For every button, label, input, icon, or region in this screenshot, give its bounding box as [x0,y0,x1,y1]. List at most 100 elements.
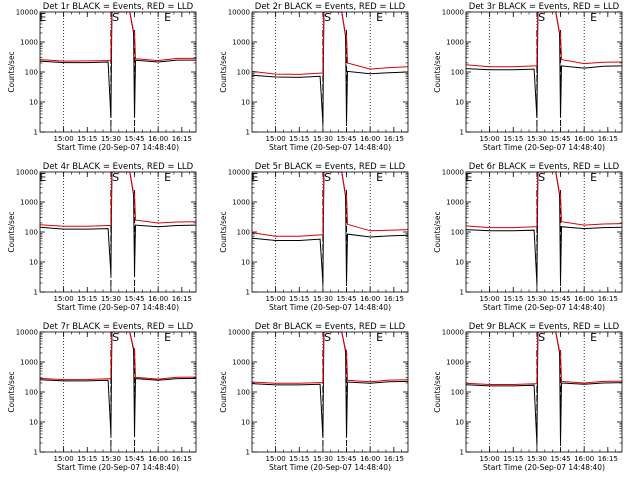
marker-label: E [164,331,171,344]
marker-label: E [164,11,171,24]
x-tick-label: 15:15 [503,455,523,463]
y-tick-label: 10 [29,259,38,267]
y-tick-label: 10 [29,99,38,107]
panel-title: Det 5r BLACK = Events, RED = LLD [255,162,406,172]
marker-label: E [164,171,171,184]
y-tick-label: 10 [455,99,464,107]
y-axis-label: Counts/sec [219,51,228,92]
x-axis-label: Start Time (20-Sep-07 14:48:40) [57,143,179,152]
y-axis-label: Counts/sec [433,371,442,412]
y-tick-label: 1 [246,129,250,137]
y-tick-label: 100 [451,389,464,397]
y-tick-label: 1 [34,289,38,297]
marker-label: S [538,331,545,344]
marker-label: E [251,171,258,184]
panel-det-6: Det 6r BLACK = Events, RED = LLD 1 10 100 10… [433,162,623,312]
y-tick-label: 100 [25,389,38,397]
marker-label: E [465,171,472,184]
x-tick-label: 15:30 [101,295,121,303]
y-axis-label: Counts/sec [433,51,442,92]
marker-label: E [376,11,383,24]
panel-det-1: Det 1r BLACK = Events, RED = LLD 1 10 100 10… [7,2,197,152]
y-tick-label: 1000 [232,359,250,367]
panel-det-4: Det 4r BLACK = Events, RED = LLD 1 10 100 10… [7,162,197,312]
x-tick-label: 15:30 [313,455,333,463]
x-tick-label: 15:30 [527,295,547,303]
x-tick-label: 15:30 [527,135,547,143]
y-tick-label: 10 [241,419,250,427]
x-tick-label: 15:30 [313,135,333,143]
x-tick-label: 16:15 [598,135,618,143]
marker-label: E [39,171,46,184]
panel-title: Det 3r BLACK = Events, RED = LLD [469,2,620,12]
y-tick-label: 1000 [20,39,38,47]
x-tick-label: 16:00 [574,455,594,463]
x-tick-label: 15:15 [77,295,97,303]
x-tick-label: 15:15 [289,455,309,463]
x-tick-label: 15:30 [101,455,121,463]
y-tick-label: 100 [25,229,38,237]
panel-det-2: Det 2r BLACK = Events, RED = LLD 1 10 100 10… [219,2,409,152]
x-axis-label: Start Time (20-Sep-07 14:48:40) [269,463,391,472]
x-tick-label: 15:45 [550,295,570,303]
x-tick-label: 16:00 [360,455,380,463]
y-tick-label: 1000 [232,39,250,47]
x-tick-label: 15:15 [77,455,97,463]
y-tick-label: 1000 [20,199,38,207]
y-tick-label: 1000 [446,39,464,47]
y-tick-label: 10000 [228,9,250,17]
x-tick-label: 15:00 [266,295,286,303]
panel-title: Det 1r BLACK = Events, RED = LLD [43,2,194,12]
panel-det-8: Det 8r BLACK = Events, RED = LLD 1 10 100 10… [219,322,409,472]
x-tick-label: 16:00 [148,135,168,143]
marker-label: E [39,11,46,24]
x-tick-label: 15:45 [336,455,356,463]
marker-label: E [590,171,597,184]
x-axis-label: Start Time (20-Sep-07 14:48:40) [483,463,605,472]
panel-title: Det 4r BLACK = Events, RED = LLD [43,162,194,172]
panel-det-3: Det 3r BLACK = Events, RED = LLD 1 10 100 10… [433,2,623,152]
y-tick-label: 100 [451,229,464,237]
y-tick-label: 10000 [442,329,464,337]
panel-det-7: Det 7r BLACK = Events, RED = LLD 1 10 100 10… [7,322,197,472]
y-tick-label: 100 [237,389,250,397]
x-tick-label: 16:15 [172,295,192,303]
x-tick-label: 16:15 [598,295,618,303]
x-tick-label: 15:00 [480,135,500,143]
x-tick-label: 15:00 [480,295,500,303]
x-tick-label: 16:00 [360,295,380,303]
x-tick-label: 15:30 [527,455,547,463]
x-tick-label: 15:00 [54,295,74,303]
x-tick-label: 15:45 [550,135,570,143]
x-axis-label: Start Time (20-Sep-07 14:48:40) [57,303,179,312]
y-tick-label: 10000 [442,169,464,177]
x-tick-label: 15:15 [289,135,309,143]
x-tick-label: 15:45 [336,135,356,143]
x-tick-label: 16:00 [360,135,380,143]
y-tick-label: 1 [34,449,38,457]
x-tick-label: 15:00 [266,135,286,143]
x-tick-label: 16:15 [172,135,192,143]
y-tick-label: 1000 [446,199,464,207]
x-tick-label: 16:15 [384,455,404,463]
y-tick-label: 100 [451,69,464,77]
marker-label: S [112,11,119,24]
x-tick-label: 15:45 [124,295,144,303]
x-axis-label: Start Time (20-Sep-07 14:48:40) [269,303,391,312]
x-tick-label: 15:00 [266,455,286,463]
panel-det-5: Det 5r BLACK = Events, RED = LLD 1 10 100 10… [219,162,409,312]
x-tick-label: 15:00 [54,135,74,143]
x-axis-label: Start Time (20-Sep-07 14:48:40) [57,463,179,472]
marker-label: S [324,171,331,184]
y-axis-label: Counts/sec [219,371,228,412]
y-tick-label: 10 [455,419,464,427]
x-axis-label: Start Time (20-Sep-07 14:48:40) [483,143,605,152]
y-tick-label: 10000 [16,9,38,17]
y-tick-label: 1 [460,449,464,457]
y-tick-label: 10 [29,419,38,427]
y-tick-label: 100 [25,69,38,77]
y-tick-label: 1 [246,289,250,297]
x-axis-label: Start Time (20-Sep-07 14:48:40) [269,143,391,152]
marker-label: E [376,171,383,184]
